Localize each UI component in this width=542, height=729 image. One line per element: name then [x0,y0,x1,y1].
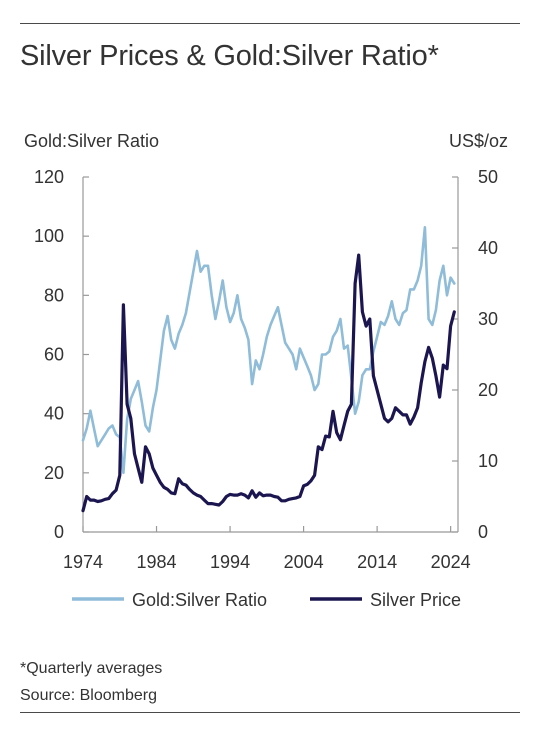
x-tick-label: 1974 [63,552,103,572]
left-tick-label: 120 [34,167,64,187]
left-tick-label: 40 [44,404,64,424]
left-tick-label: 100 [34,226,64,246]
bottom-rule [20,712,520,713]
left-tick-label: 80 [44,285,64,305]
right-tick-label: 50 [478,167,498,187]
right-tick-label: 40 [478,238,498,258]
chart-title: Silver Prices & Gold:Silver Ratio* [20,40,439,72]
top-rule [20,23,520,24]
x-tick-label: 2004 [284,552,324,572]
legend: Gold:Silver Ratio Silver Price [72,590,461,610]
x-tick-label: 1994 [210,552,250,572]
right-axis-title: US$/oz [448,131,508,151]
series-lines [81,226,456,513]
left-tick-label: 60 [44,345,64,365]
right-tick-label: 0 [478,522,488,542]
axes: 0 20 40 60 80 100 120 0 10 20 30 40 50 1974 1984 1994 20… [34,167,498,572]
silver-price-line [81,253,456,513]
legend-price-label: Silver Price [370,590,461,610]
left-tick-label: 0 [54,522,64,542]
right-tick-label: 20 [478,380,498,400]
footnote: *Quarterly averages [20,660,163,677]
legend-ratio-label: Gold:Silver Ratio [132,590,267,610]
x-tick-label: 2024 [431,552,471,572]
right-tick-label: 30 [478,309,498,329]
x-tick-label: 1984 [137,552,177,572]
left-tick-label: 20 [44,463,64,483]
x-tick-label: 2014 [357,552,397,572]
source-note: Source: Bloomberg [20,687,157,704]
right-tick-label: 10 [478,451,498,471]
left-axis-title: Gold:Silver Ratio [24,131,160,151]
gold-silver-ratio-line [81,226,456,475]
